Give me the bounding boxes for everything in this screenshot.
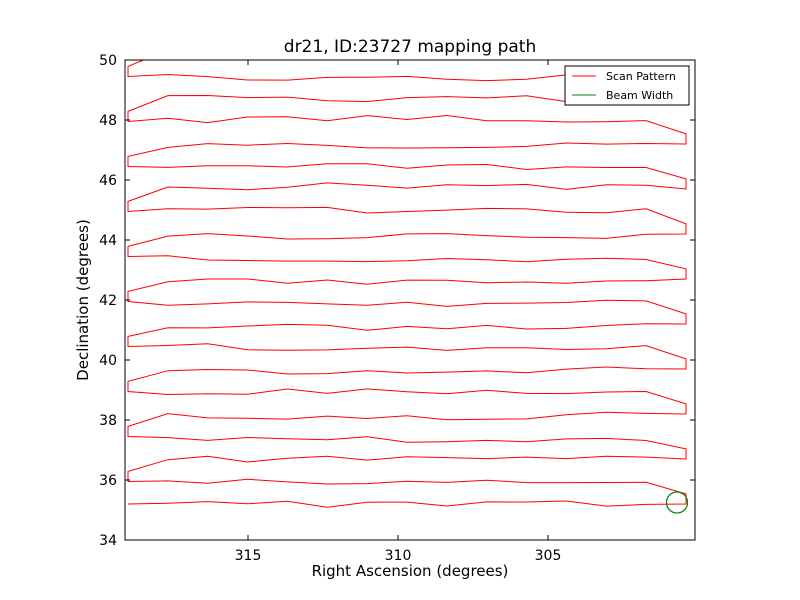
x-axis-title: Right Ascension (degrees): [312, 562, 509, 580]
plot-area: [127, 60, 689, 514]
y-tick-label: 44: [99, 233, 117, 249]
plot-frame: [124, 59, 696, 541]
axis-ticks: 315 310 305 34 36 38 40 42 44 46 48 50: [99, 53, 695, 564]
legend-label-beam-width: Beam Width: [606, 89, 673, 102]
y-axis-title: Declination (degrees): [74, 219, 92, 381]
y-tick-label: 34: [99, 533, 117, 549]
y-tick-label: 36: [99, 473, 117, 489]
x-tick-label: 315: [235, 548, 262, 564]
x-tick-label: 305: [535, 548, 562, 564]
scan-pattern-line: [127, 60, 687, 508]
y-tick-label: 46: [99, 173, 117, 189]
y-tick-label: 48: [99, 113, 117, 129]
y-tick-label: 40: [99, 353, 117, 369]
y-tick-label: 42: [99, 293, 117, 309]
chart-title: dr21, ID:23727 mapping path: [284, 37, 536, 57]
legend-box: [564, 65, 690, 106]
legend-label-scan-pattern: Scan Pattern: [606, 70, 676, 83]
y-tick-label: 50: [99, 53, 117, 69]
y-tick-label: 38: [99, 413, 117, 429]
x-tick-label: 310: [385, 548, 412, 564]
beam-width-circle: [665, 491, 689, 514]
legend: Scan Pattern Beam Width: [564, 65, 690, 106]
